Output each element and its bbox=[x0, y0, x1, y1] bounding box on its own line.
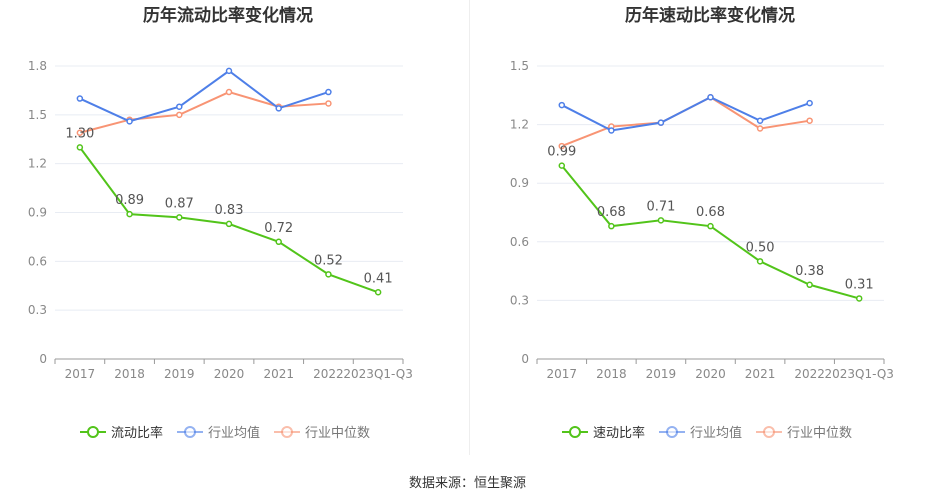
data-point bbox=[374, 289, 382, 296]
data-label: 0.50 bbox=[746, 240, 775, 255]
data-point bbox=[126, 118, 133, 125]
x-tick-label: 2020 bbox=[695, 367, 726, 381]
series-line-0 bbox=[79, 146, 379, 294]
y-tick-label: 1.5 bbox=[510, 59, 529, 73]
x-tick-label: 2021 bbox=[263, 367, 294, 381]
data-label: 0.68 bbox=[597, 205, 626, 220]
data-label: 0.68 bbox=[696, 205, 725, 220]
data-point bbox=[176, 111, 183, 119]
y-tick-label: 0.6 bbox=[510, 235, 529, 249]
series-line-2 bbox=[561, 96, 810, 148]
data-point bbox=[707, 222, 714, 230]
y-tick-label: 0.3 bbox=[510, 293, 529, 307]
chart-title: 历年流动比率变化情况 bbox=[143, 5, 313, 26]
data-point bbox=[275, 238, 282, 246]
data-point bbox=[558, 162, 566, 169]
x-tick-label: 2018 bbox=[114, 367, 145, 381]
data-point bbox=[126, 210, 133, 218]
x-tick-label: 2017 bbox=[65, 367, 96, 381]
data-label: 0.41 bbox=[364, 271, 393, 286]
legend-marker bbox=[569, 426, 581, 438]
legend-marker bbox=[87, 426, 99, 438]
data-point bbox=[608, 127, 615, 134]
data-point bbox=[325, 88, 332, 96]
y-tick-label: 0.9 bbox=[510, 176, 529, 190]
data-point bbox=[657, 119, 665, 126]
y-tick-label: 1.2 bbox=[510, 118, 529, 132]
x-tick-label: 2022 bbox=[313, 367, 344, 381]
data-point bbox=[806, 117, 813, 124]
data-point bbox=[176, 103, 183, 110]
data-label: 0.31 bbox=[845, 277, 874, 292]
data-point bbox=[325, 271, 332, 278]
chart-title: 历年速动比率变化情况 bbox=[625, 5, 795, 26]
x-tick-label: 2021 bbox=[745, 367, 776, 381]
data-label: 0.87 bbox=[165, 196, 194, 211]
y-tick-label: 0.9 bbox=[28, 206, 47, 220]
data-label: 0.99 bbox=[547, 145, 576, 160]
x-tick-label: 2019 bbox=[646, 367, 677, 381]
series-line-1 bbox=[561, 96, 810, 132]
y-tick-label: 1.2 bbox=[28, 157, 47, 171]
x-tick-label: 2019 bbox=[164, 367, 195, 381]
x-tick-label: 2023Q1-Q3 bbox=[824, 367, 893, 381]
data-label: 1.30 bbox=[65, 126, 94, 141]
data-point bbox=[225, 220, 233, 228]
data-label: 0.71 bbox=[646, 199, 675, 214]
series-line-2 bbox=[79, 90, 329, 134]
x-tick-label: 2023Q1-Q3 bbox=[343, 367, 412, 381]
legend-item[interactable]: 行业中位数 bbox=[305, 426, 370, 441]
data-point bbox=[756, 117, 764, 124]
x-tick-label: 2020 bbox=[214, 367, 245, 381]
data-point bbox=[756, 258, 764, 265]
y-tick-label: 0 bbox=[521, 352, 529, 366]
legend-item[interactable]: 流动比率 bbox=[111, 425, 163, 441]
data-point bbox=[806, 99, 813, 107]
data-point bbox=[756, 125, 764, 132]
y-tick-label: 0.3 bbox=[28, 303, 47, 317]
y-tick-label: 0.6 bbox=[28, 254, 47, 268]
x-tick-label: 2018 bbox=[596, 367, 627, 381]
data-point bbox=[76, 144, 84, 151]
legend-item[interactable]: 速动比率 bbox=[593, 425, 645, 441]
x-tick-label: 2022 bbox=[794, 367, 825, 381]
data-point bbox=[608, 222, 615, 230]
data-label: 0.52 bbox=[314, 253, 343, 268]
y-tick-label: 1.5 bbox=[28, 108, 47, 122]
x-tick-label: 2017 bbox=[547, 367, 578, 381]
data-point bbox=[225, 67, 233, 75]
data-label: 0.38 bbox=[795, 264, 824, 279]
y-tick-label: 1.8 bbox=[28, 59, 47, 73]
data-point bbox=[325, 100, 332, 107]
data-point bbox=[176, 214, 183, 221]
chart-divider bbox=[469, 0, 470, 455]
legend-marker bbox=[281, 426, 293, 438]
data-point bbox=[225, 88, 233, 96]
y-tick-label: 0 bbox=[39, 352, 47, 366]
series-line-1 bbox=[79, 69, 329, 123]
legend-marker bbox=[763, 426, 775, 438]
legend-marker bbox=[184, 426, 196, 438]
data-point bbox=[76, 95, 84, 102]
data-point bbox=[558, 142, 566, 150]
legend-marker bbox=[666, 426, 678, 438]
legend-item[interactable]: 行业均值 bbox=[208, 425, 260, 441]
data-label: 0.83 bbox=[215, 203, 244, 218]
legend-item[interactable]: 行业均值 bbox=[690, 425, 742, 441]
legend-item[interactable]: 行业中位数 bbox=[787, 426, 852, 441]
data-label: 0.89 bbox=[115, 193, 144, 208]
data-point bbox=[275, 105, 282, 112]
data-point bbox=[558, 101, 566, 109]
source-note: 数据来源：恒生聚源 bbox=[408, 476, 526, 491]
data-point bbox=[806, 281, 813, 289]
data-label: 0.72 bbox=[264, 221, 293, 236]
data-point bbox=[855, 295, 863, 302]
data-point bbox=[657, 217, 665, 224]
data-point bbox=[76, 129, 84, 136]
data-point bbox=[707, 94, 714, 101]
